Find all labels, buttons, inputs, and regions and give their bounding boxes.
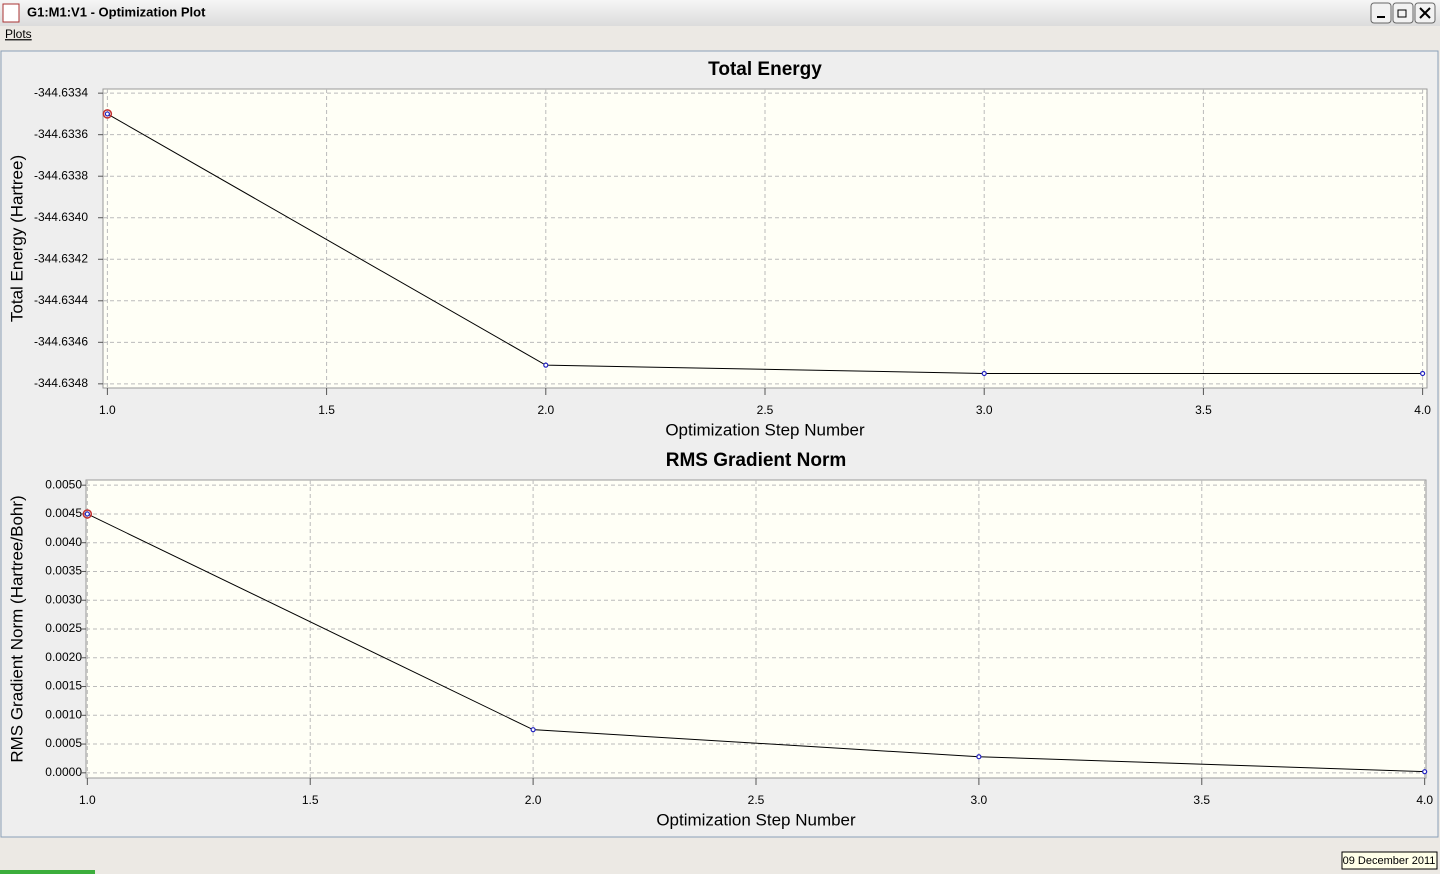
x-tick-label: 1.5	[302, 793, 319, 807]
y-tick-label: 0.0025	[45, 621, 82, 635]
chart-title: RMS Gradient Norm	[666, 450, 847, 471]
y-tick-label: -344.6342	[34, 251, 88, 265]
close-icon	[1419, 7, 1431, 19]
title-bar	[0, 0, 1440, 26]
data-point	[976, 754, 982, 760]
date-label: 09 December 2011	[1343, 855, 1436, 867]
data-point	[1420, 370, 1426, 377]
y-tick-label: 0.0030	[45, 592, 82, 606]
data-point	[104, 111, 110, 117]
menu-item[interactable]: Plots	[5, 27, 32, 41]
x-tick-label: 2.5	[757, 403, 774, 417]
x-tick-label: 2.5	[748, 793, 765, 807]
chart-title: Total Energy	[708, 59, 822, 80]
y-tick-label: 0.0020	[45, 650, 82, 664]
y-tick-label: -344.6348	[34, 376, 88, 390]
app-icon	[2, 3, 20, 23]
y-tick-label: -344.6340	[34, 210, 88, 224]
x-tick-label: 1.0	[99, 403, 116, 417]
series-line	[107, 113, 1423, 374]
x-axis-label: Optimization Step Number	[665, 420, 865, 439]
y-tick-label: 0.0050	[45, 477, 82, 491]
x-tick-label: 2.0	[537, 403, 554, 417]
y-tick-label: -344.6344	[34, 293, 88, 307]
taskbar-strip	[0, 870, 95, 874]
window-title: G1:M1:V1 - Optimization Plot	[27, 4, 206, 19]
y-tick-label: -344.6336	[34, 127, 88, 141]
y-tick-label: 0.0045	[45, 506, 82, 520]
y-tick-label: 0.0010	[45, 707, 82, 721]
menu-bar	[0, 26, 1440, 44]
x-tick-label: 3.5	[1195, 403, 1212, 417]
x-axis-label: Optimization Step Number	[656, 810, 856, 829]
y-axis-label: RMS Gradient Norm (Hartree/Bohr)	[7, 495, 26, 762]
x-tick-label: 3.0	[971, 793, 988, 807]
data-point	[84, 511, 90, 517]
restore-button[interactable]	[1392, 2, 1414, 24]
y-axis-label: Total Energy (Hartree)	[7, 155, 26, 322]
y-tick-label: 0.0040	[45, 535, 82, 549]
y-tick-label: -344.6346	[34, 334, 88, 348]
x-tick-label: 3.5	[1193, 793, 1210, 807]
series-line	[87, 513, 1425, 773]
current-point-ring	[82, 509, 93, 519]
y-tick-label: 0.0015	[45, 679, 82, 693]
x-tick-label: 4.0	[1414, 403, 1431, 417]
restore-icon	[1397, 9, 1407, 18]
y-tick-label: 0.0035	[45, 564, 82, 578]
x-tick-label: 2.0	[525, 793, 542, 807]
window-controls	[1370, 2, 1436, 24]
y-tick-label: 0.0000	[45, 765, 82, 779]
y-tick-label: 0.0005	[45, 736, 82, 750]
data-point	[543, 362, 549, 368]
x-tick-label: 4.0	[1416, 793, 1433, 807]
data-point	[1422, 769, 1428, 775]
x-tick-label: 1.5	[318, 403, 335, 417]
current-point-ring	[102, 109, 113, 119]
x-tick-label: 1.0	[79, 793, 96, 807]
y-tick-label: -344.6334	[34, 85, 88, 99]
y-tick-label: -344.6338	[34, 168, 88, 182]
date-box	[1341, 851, 1438, 870]
minimize-button[interactable]	[1370, 2, 1392, 24]
data-point	[981, 370, 987, 377]
data-point	[530, 727, 536, 733]
x-tick-label: 3.0	[976, 403, 993, 417]
